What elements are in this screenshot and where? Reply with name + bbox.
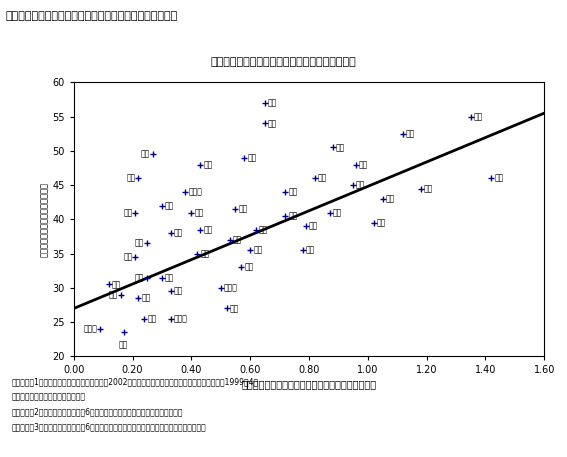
Text: 三重: 三重 — [309, 222, 318, 231]
Text: 栃木: 栃木 — [203, 225, 213, 234]
Text: 千葉: 千葉 — [147, 314, 156, 323]
Text: 沖縄: 沖縄 — [141, 150, 150, 159]
Text: 群馬: 群馬 — [253, 246, 263, 255]
Text: 和歌山: 和歌山 — [224, 283, 238, 292]
Text: 第３－１－１２図　保育所定員数と女性の有業率の相関図: 第３－１－１２図 保育所定員数と女性の有業率の相関図 — [6, 11, 178, 21]
Text: 東京: 東京 — [165, 273, 174, 282]
Text: 鳥取: 鳥取 — [473, 112, 483, 121]
Text: 大阪: 大阪 — [108, 290, 118, 299]
Text: 現在）」により作成。: 現在）」により作成。 — [11, 392, 86, 401]
Text: 保育所定員数が多い地域ほど女性の有業率は高い: 保育所定員数が多い地域ほど女性の有業率は高い — [210, 57, 357, 67]
Text: 長崎: 長崎 — [259, 225, 268, 234]
Text: 埼玉: 埼玉 — [141, 294, 151, 303]
Text: 茨城: 茨城 — [200, 249, 209, 258]
Text: 大分: 大分 — [165, 201, 174, 210]
Text: 新潟: 新潟 — [424, 184, 433, 193]
Text: 長野: 長野 — [376, 218, 386, 227]
Text: 奈良: 奈良 — [230, 304, 239, 313]
Text: 富山: 富山 — [359, 160, 369, 169]
Text: 熊本: 熊本 — [247, 153, 256, 162]
Text: 兵庫: 兵庫 — [119, 340, 128, 349]
Text: 滋賀: 滋賀 — [244, 263, 253, 272]
Text: 岐阜: 岐阜 — [306, 246, 315, 255]
Text: 宮城: 宮城 — [112, 280, 121, 289]
Text: 神奈川: 神奈川 — [83, 324, 98, 334]
Text: 山形: 山形 — [336, 143, 345, 152]
Text: 山口: 山口 — [232, 235, 242, 244]
Text: 静岡: 静岡 — [123, 208, 133, 217]
Text: 3．夫婦と子供（末子が6歳未満）からなる世帯の妻一人あたりの保育所定員数。: 3．夫婦と子供（末子が6歳未満）からなる世帯の妻一人あたりの保育所定員数。 — [11, 422, 206, 431]
X-axis label: 乳幼児を持つ女性一人あたりの保育所定員数（人）: 乳幼児を持つ女性一人あたりの保育所定員数（人） — [242, 380, 376, 390]
Text: 広島: 広島 — [135, 239, 144, 248]
Text: 北海道: 北海道 — [174, 314, 188, 323]
Text: 島根: 島根 — [406, 129, 416, 138]
Text: 高知: 高知 — [268, 98, 277, 107]
Text: 秋田: 秋田 — [318, 174, 327, 183]
Text: 福岡: 福岡 — [123, 253, 133, 261]
Text: 宮崎: 宮崎 — [203, 160, 213, 169]
Text: 福井: 福井 — [494, 174, 503, 183]
Text: 鹿児島: 鹿児島 — [188, 187, 202, 197]
Text: 石川: 石川 — [268, 119, 277, 128]
Text: 青森: 青森 — [386, 194, 395, 203]
Text: （備考）　1．総務省「就業構造基本調査」（2002年）、厚生労働省「保育所の入所待機児童数（1999年4月: （備考） 1．総務省「就業構造基本調査」（2002年）、厚生労働省「保育所の入所… — [11, 377, 259, 386]
Text: 愛媛: 愛媛 — [238, 205, 248, 213]
Text: 福島: 福島 — [126, 174, 136, 183]
Y-axis label: 乳幼児を持つ女性の有業率（％）: 乳幼児を持つ女性の有業率（％） — [40, 182, 49, 257]
Text: 徳島: 徳島 — [332, 208, 342, 217]
Text: 2．夫婦と子供（末子が6歳未満）からなる世帯における妻の有業率。: 2．夫婦と子供（末子が6歳未満）からなる世帯における妻の有業率。 — [11, 407, 183, 416]
Text: 岡山: 岡山 — [174, 228, 183, 238]
Text: 岩手: 岩手 — [289, 187, 298, 197]
Text: 愛知: 愛知 — [174, 287, 183, 296]
Text: 京都: 京都 — [135, 273, 144, 282]
Text: 香川: 香川 — [194, 208, 204, 217]
Text: 山梨: 山梨 — [289, 212, 298, 220]
Text: 佐賀: 佐賀 — [356, 181, 365, 190]
